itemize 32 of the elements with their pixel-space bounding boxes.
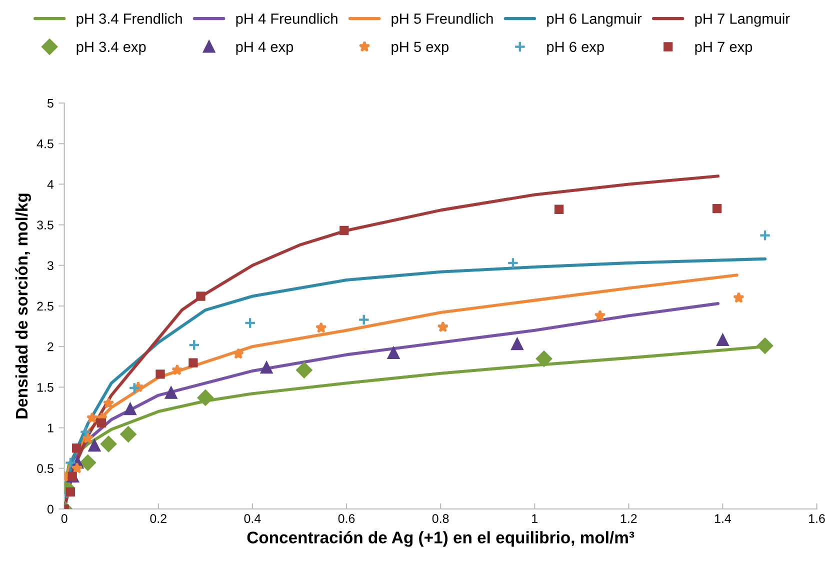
- x-tick-label: 0.4: [244, 514, 261, 523]
- x-axis-title: Concentración de Ag (+1) en el equilibrio, mol/m³: [247, 531, 634, 547]
- x-tick-label: 0: [61, 514, 68, 523]
- y-tick-label: 3: [47, 261, 54, 270]
- legend-label: pH 5 Freundlich: [392, 13, 493, 27]
- y-axis-title: Densidad de sorción, mol/kg: [15, 194, 32, 418]
- x-tick-label: 1.4: [714, 514, 732, 523]
- legend-label: pH 4 exp: [236, 42, 294, 55]
- legend-label: pH 6 exp: [547, 42, 604, 55]
- y-tick-label: 5: [47, 98, 54, 108]
- y-tick-label: 0.5: [37, 464, 54, 474]
- x-tick-label: 0.2: [150, 514, 166, 523]
- legend-label: pH 3.4 exp: [76, 42, 146, 55]
- legend-label: pH 5 exp: [392, 42, 449, 55]
- y-tick-label: 2: [48, 342, 54, 352]
- legend-label: pH 3.4 Frendlich: [76, 13, 182, 27]
- x-tick-label: 1.6: [809, 514, 825, 523]
- y-tick-label: 3.5: [37, 220, 54, 230]
- y-tick-label: 4.5: [36, 140, 54, 148]
- x-tick-label: 1: [532, 514, 538, 523]
- x-tick-label: 1.2: [620, 514, 637, 523]
- y-tick-label: 1.5: [38, 383, 54, 392]
- legend-label: pH 6 Langmuir: [547, 13, 642, 27]
- y-tick-label: 0: [47, 504, 54, 514]
- legend-label: pH 7 Langmuir: [695, 13, 790, 27]
- legend-label: pH 4 Freundlich: [236, 13, 338, 27]
- y-tick-label: 1: [48, 424, 54, 432]
- x-tick-label: 0.6: [338, 514, 355, 523]
- legend-label: pH 7 exp: [695, 42, 752, 55]
- y-tick-label: 4: [47, 180, 54, 189]
- y-tick-label: 2.5: [37, 302, 54, 311]
- x-tick-label: 0.8: [432, 514, 449, 523]
